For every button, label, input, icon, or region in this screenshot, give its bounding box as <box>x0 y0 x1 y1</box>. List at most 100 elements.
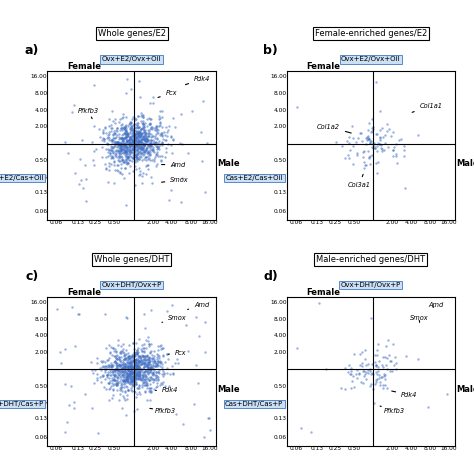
Point <box>127 366 135 374</box>
Point <box>146 355 153 362</box>
Point <box>153 131 160 138</box>
Text: Cas+DHT/Cas+P: Cas+DHT/Cas+P <box>0 401 44 407</box>
Point <box>61 138 69 146</box>
Point <box>148 146 155 153</box>
Point <box>118 367 126 375</box>
Point <box>122 201 129 209</box>
Point <box>131 139 138 146</box>
Point <box>116 145 124 152</box>
Point <box>178 174 186 182</box>
Point <box>109 137 116 144</box>
Point <box>53 305 60 312</box>
Text: 2.00: 2.00 <box>385 446 399 451</box>
Point <box>131 182 138 189</box>
Point <box>121 365 128 373</box>
Point <box>149 126 156 133</box>
Point <box>131 136 139 144</box>
Point <box>142 145 150 152</box>
Point <box>122 121 130 128</box>
Point <box>112 133 119 141</box>
Point <box>123 136 131 144</box>
Point <box>143 367 151 374</box>
Point <box>125 144 133 151</box>
Point <box>121 143 128 150</box>
Point <box>88 358 95 366</box>
Text: 8.00: 8.00 <box>184 219 197 225</box>
Point <box>117 349 125 356</box>
Point <box>106 349 114 356</box>
Point <box>129 373 137 381</box>
Point <box>155 112 163 120</box>
Point <box>201 318 209 326</box>
Point <box>361 161 369 169</box>
Point <box>400 146 408 154</box>
Point <box>364 136 371 143</box>
Point <box>156 132 164 139</box>
Point <box>123 143 131 150</box>
Point <box>109 108 116 115</box>
Point <box>106 149 114 157</box>
Point <box>137 118 145 125</box>
Text: 4.00: 4.00 <box>34 108 47 112</box>
Point <box>135 357 142 365</box>
Point <box>374 139 382 146</box>
Point <box>141 378 149 386</box>
Point <box>133 155 140 163</box>
Point <box>142 145 150 152</box>
Point <box>140 368 148 376</box>
Point <box>151 155 158 163</box>
Point <box>128 137 135 144</box>
Point <box>155 145 163 153</box>
Point <box>137 126 145 133</box>
Point <box>111 376 118 383</box>
Point <box>402 352 410 360</box>
Point <box>345 152 352 159</box>
Point <box>121 378 129 385</box>
Point <box>137 356 145 364</box>
Point <box>146 387 153 394</box>
Point <box>139 126 147 133</box>
Point <box>113 382 121 389</box>
Point <box>127 133 134 141</box>
Point <box>132 369 139 377</box>
Point <box>201 188 209 195</box>
Point <box>100 135 108 143</box>
Point <box>153 148 161 156</box>
Point <box>137 374 144 381</box>
Point <box>70 102 78 109</box>
Point <box>130 387 138 394</box>
Point <box>147 363 155 371</box>
Point <box>135 369 142 377</box>
Point <box>142 373 150 381</box>
Point <box>122 135 129 143</box>
Point <box>136 147 144 155</box>
Point <box>119 137 127 145</box>
Point <box>139 169 146 177</box>
Point <box>117 368 125 375</box>
Point <box>337 142 345 149</box>
Point <box>172 359 179 367</box>
Point <box>108 352 115 359</box>
Point <box>118 148 126 155</box>
Text: 16.00: 16.00 <box>270 300 287 305</box>
Point <box>369 125 376 133</box>
Point <box>293 103 301 110</box>
Point <box>128 369 135 377</box>
Point <box>128 133 136 140</box>
Point <box>365 119 373 127</box>
Point <box>365 135 373 142</box>
Point <box>138 124 146 132</box>
Point <box>104 362 112 369</box>
Point <box>140 362 147 370</box>
Point <box>153 145 161 153</box>
Point <box>119 364 127 372</box>
Point <box>155 353 163 360</box>
Point <box>349 372 357 379</box>
Point <box>123 395 131 402</box>
Point <box>121 376 128 383</box>
Point <box>125 156 133 164</box>
Point <box>151 358 159 365</box>
Point <box>148 136 155 144</box>
Point <box>141 127 149 134</box>
Text: Whole genes/DHT: Whole genes/DHT <box>94 255 169 264</box>
